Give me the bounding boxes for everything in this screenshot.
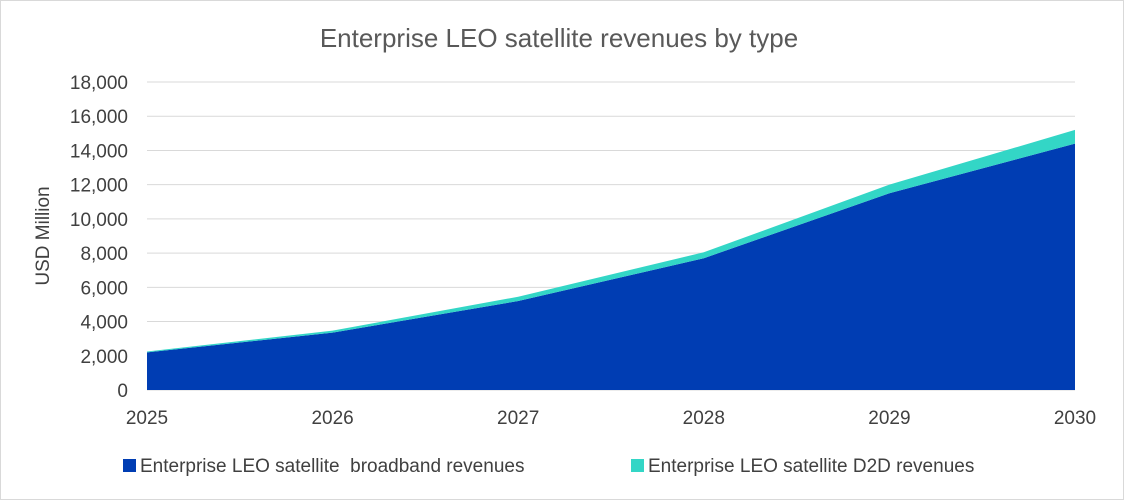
x-tick-label: 2025 xyxy=(126,408,168,429)
area-series xyxy=(147,129,1075,390)
y-tick-label: 16,000 xyxy=(70,107,128,128)
y-tick-label: 2,000 xyxy=(80,347,128,368)
y-tick-label: 18,000 xyxy=(70,73,128,94)
chart-title: Enterprise LEO satellite revenues by typ… xyxy=(320,23,798,53)
y-axis-label: USD Million xyxy=(33,186,54,285)
legend: Enterprise LEO satellite broadband reven… xyxy=(123,456,974,477)
x-tick-label: 2030 xyxy=(1054,408,1096,429)
legend-label: Enterprise LEO satellite broadband reven… xyxy=(140,456,524,477)
y-tick-label: 14,000 xyxy=(70,141,128,162)
y-axis-ticks: 0 2,000 4,000 6,000 8,000 10,000 12,000 14,000 1… xyxy=(70,73,128,402)
x-tick-label: 2028 xyxy=(683,408,725,429)
legend-item-1: Enterprise LEO satellite broadband reven… xyxy=(123,456,524,477)
legend-swatch xyxy=(631,459,644,472)
y-tick-label: 12,000 xyxy=(70,176,128,197)
legend-swatch xyxy=(123,459,136,472)
x-tick-label: 2029 xyxy=(868,408,910,429)
y-tick-label: 4,000 xyxy=(80,313,128,334)
y-tick-label: 6,000 xyxy=(80,278,128,299)
x-tick-label: 2027 xyxy=(497,408,539,429)
y-tick-label: 10,000 xyxy=(70,210,128,231)
y-tick-label: 8,000 xyxy=(80,244,128,265)
x-axis-ticks: 2025 2026 2027 2028 2029 2030 xyxy=(126,408,1096,429)
legend-item-2: Enterprise LEO satellite D2D revenues xyxy=(631,456,974,477)
area-series-1 xyxy=(147,143,1075,390)
legend-label: Enterprise LEO satellite D2D revenues xyxy=(648,456,974,477)
x-tick-label: 2026 xyxy=(311,408,353,429)
y-tick-label: 0 xyxy=(117,381,128,402)
